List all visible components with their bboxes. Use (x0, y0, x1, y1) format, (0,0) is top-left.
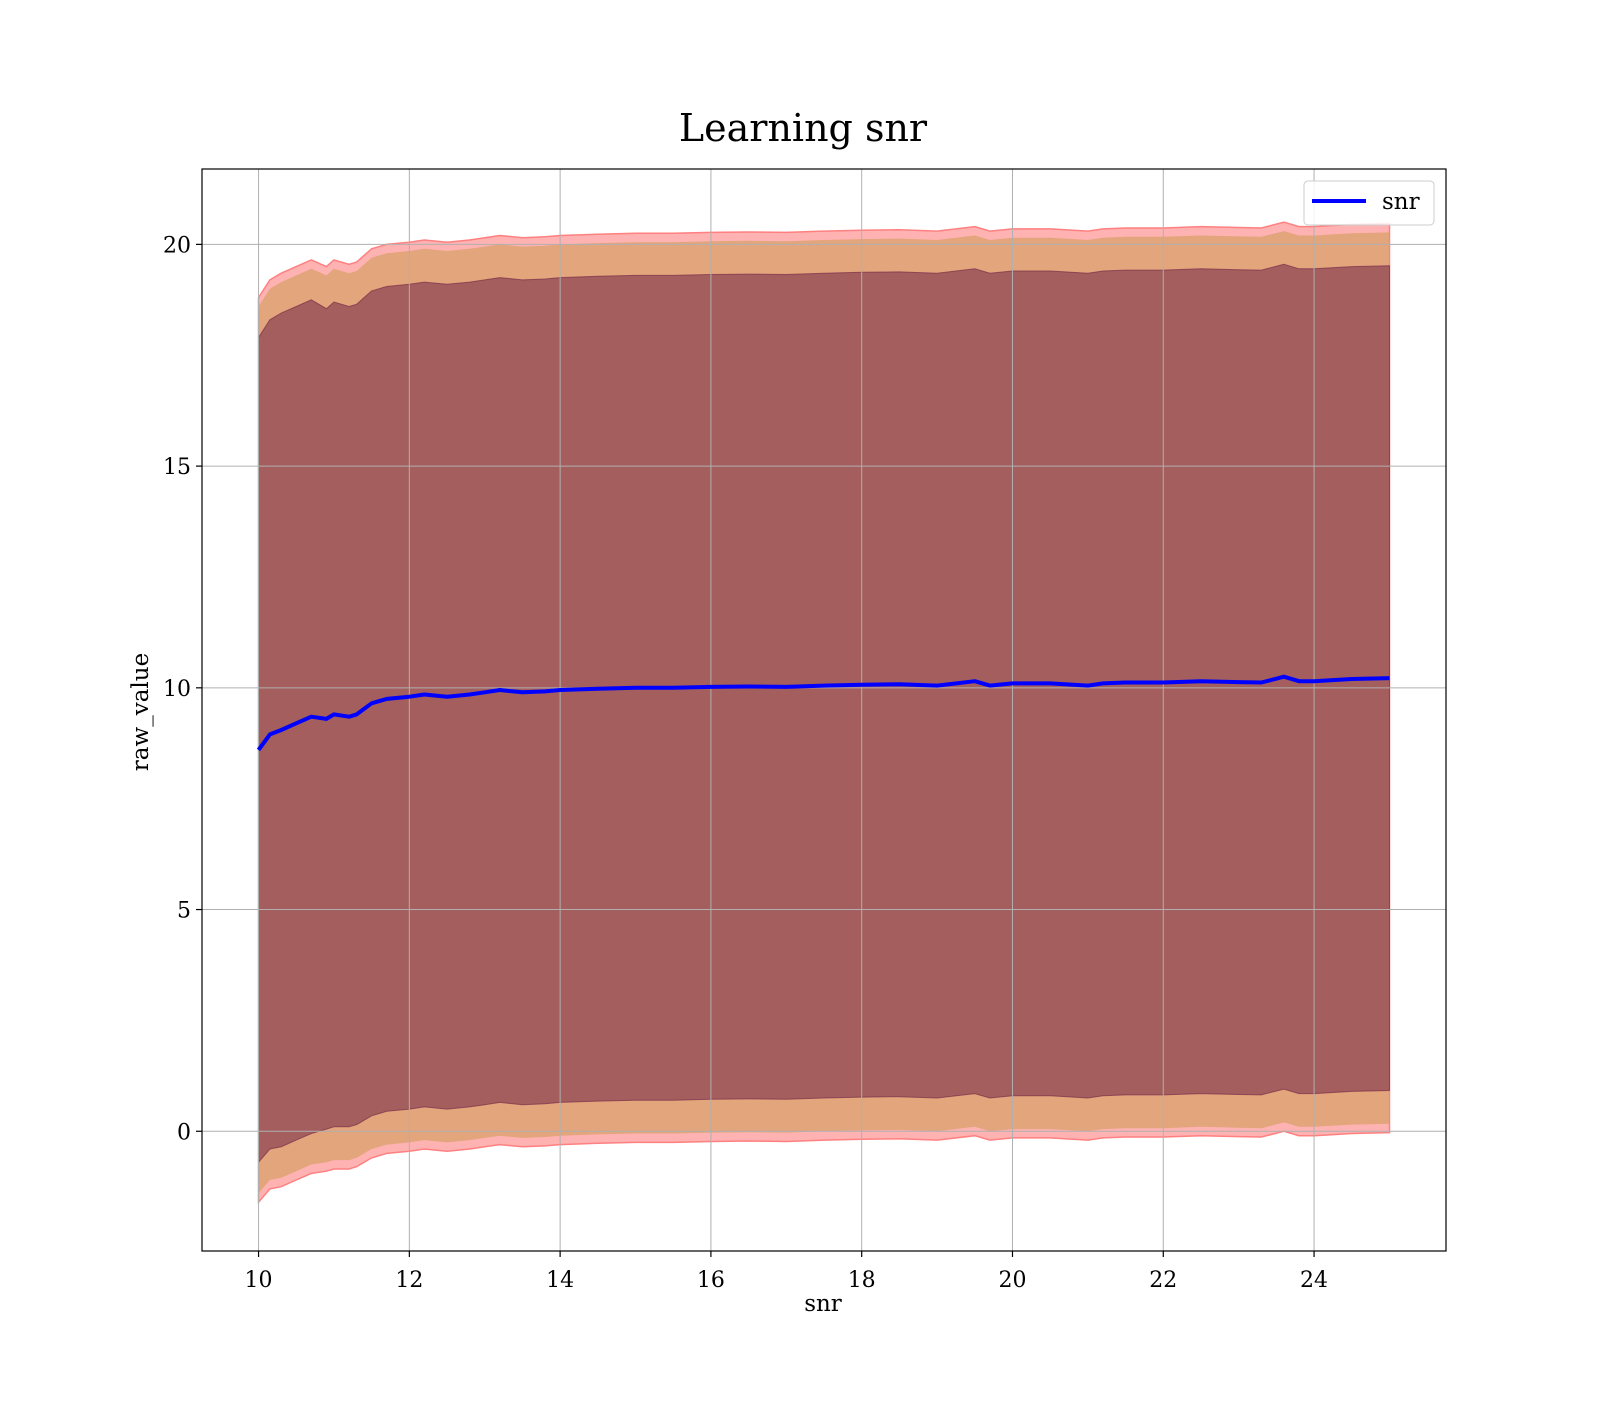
x-tick-label-10: 10 (245, 1268, 273, 1293)
ticks: 10 12 14 16 18 20 22 24 0 5 10 15 20 (163, 233, 1328, 1293)
x-tick-label-24: 24 (1300, 1268, 1328, 1293)
x-tick-label-12: 12 (395, 1268, 423, 1293)
x-tick-label-20: 20 (998, 1268, 1026, 1293)
x-axis-label: snr (804, 1291, 842, 1317)
y-tick-label-0: 0 (177, 1120, 191, 1145)
plot-frame (201, 168, 1447, 1252)
series-line-snr (256, 674, 1390, 752)
grid (202, 169, 1446, 1251)
y-tick-label-10: 10 (163, 677, 191, 702)
y-axis-label: raw_value (128, 653, 154, 771)
x-tick-label-16: 16 (697, 1268, 725, 1293)
x-tick-label-14: 14 (546, 1268, 574, 1293)
legend-label: snr (1382, 189, 1420, 215)
inner-band (258, 263, 1390, 1164)
confidence-bands (257, 221, 1391, 1205)
x-tick-label-22: 22 (1149, 1268, 1177, 1293)
x-tick-label-18: 18 (848, 1268, 876, 1293)
y-tick-label-5: 5 (177, 899, 191, 924)
legend: snr (1303, 180, 1435, 226)
chart-title: Learning snr (679, 106, 928, 150)
series-lines (256, 674, 1390, 752)
y-tick-label-15: 15 (163, 455, 191, 480)
legend-box (1303, 180, 1435, 226)
y-tick-label-20: 20 (163, 233, 191, 258)
